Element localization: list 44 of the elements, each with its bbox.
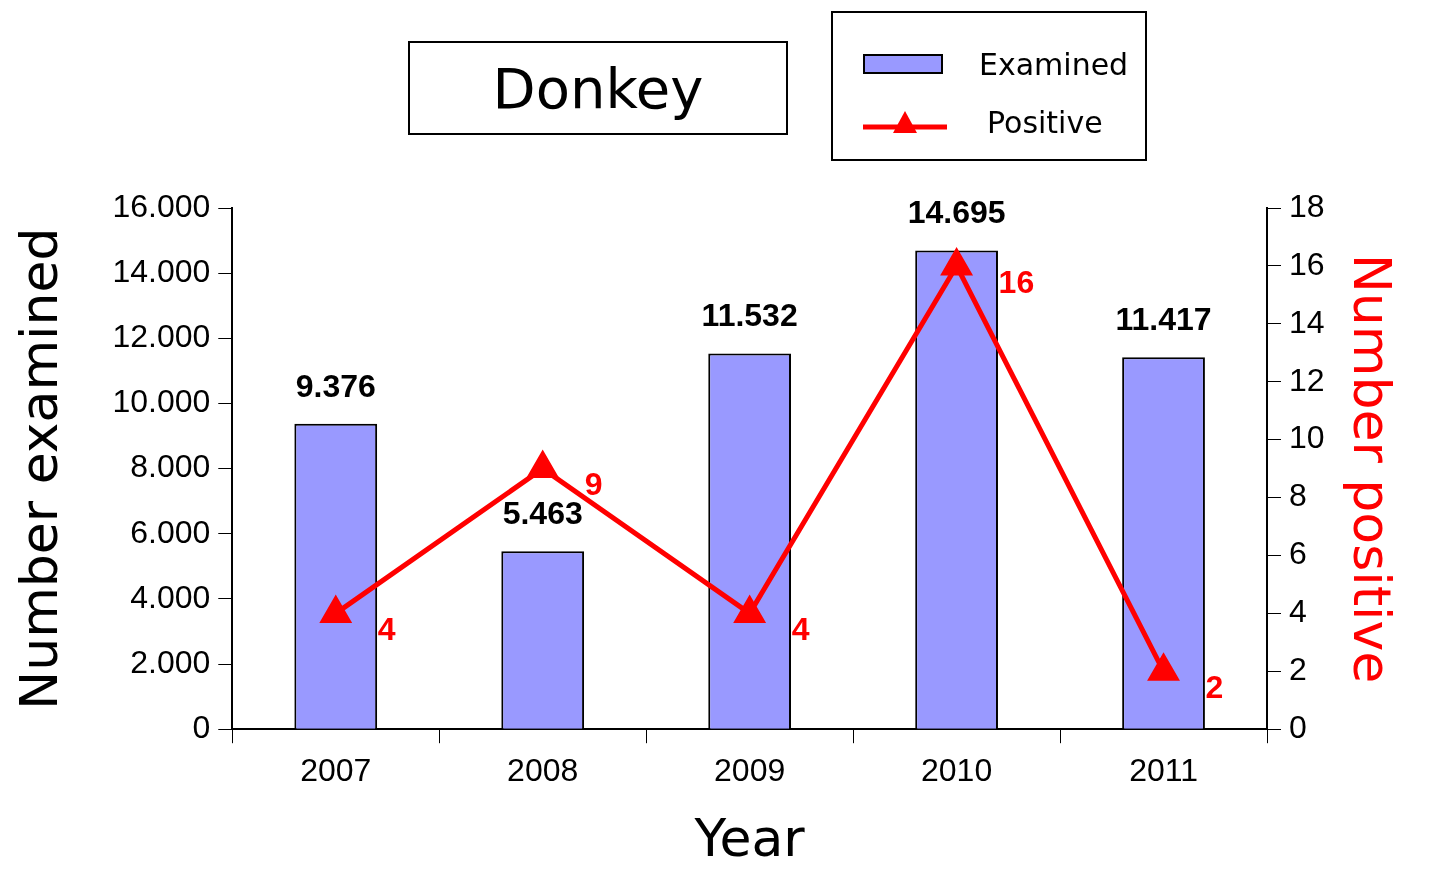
- point: [1147, 652, 1180, 681]
- y2-tick-label: 14: [1289, 303, 1325, 340]
- data-label: 16: [998, 263, 1035, 300]
- y-tick-label: 2.000: [130, 643, 211, 680]
- y-tick-label: 8.000: [130, 448, 211, 485]
- y-tick-label: 6.000: [130, 513, 211, 550]
- data-label: 2: [1205, 669, 1224, 706]
- y-tick-label: 16.000: [112, 187, 211, 224]
- point: [319, 594, 352, 623]
- y2-tick-label: 2: [1289, 651, 1307, 688]
- point: [941, 249, 972, 276]
- x-tick-label: 2007: [300, 752, 372, 789]
- y-tick-label: 12.000: [112, 318, 211, 355]
- data-label: 4: [791, 611, 810, 648]
- y2-tick-label: 18: [1289, 187, 1325, 224]
- data-label: 11.417: [1115, 301, 1212, 338]
- data-label: 9.376: [295, 367, 376, 404]
- y-tick-label: 10.000: [112, 383, 211, 420]
- y-tick-label: 4.000: [130, 578, 211, 615]
- x-tick-label: 2011: [1129, 752, 1198, 789]
- y2-tick-label: 8: [1289, 477, 1307, 514]
- y-tick-label: 0: [192, 709, 211, 746]
- data-label: 5.463: [502, 495, 583, 532]
- legend-label: Examined: [979, 46, 1129, 82]
- y2-tick-label: 10: [1289, 419, 1325, 456]
- data-label: 14.695: [907, 194, 1006, 231]
- y2-tick-label: 16: [1289, 245, 1325, 282]
- y-tick-label: 14.000: [112, 252, 211, 289]
- x-axis-title: Year: [693, 808, 806, 869]
- y2-axis-title: Number positive: [1342, 253, 1403, 684]
- y2-tick-label: 4: [1289, 593, 1307, 630]
- data-label: 9: [584, 466, 603, 503]
- x-tick-label: 2008: [507, 752, 579, 789]
- x-tick-label: 2010: [920, 752, 993, 789]
- legend-label: Positive: [987, 104, 1103, 140]
- y2-tick-label: 0: [1289, 709, 1307, 746]
- y2-tick-label: 12: [1289, 361, 1325, 398]
- chart-title: Donkey: [408, 41, 788, 135]
- y2-tick-label: 6: [1289, 535, 1307, 572]
- data-label: 4: [377, 611, 396, 648]
- x-tick-label: 2009: [714, 752, 786, 789]
- y-axis-title: Number examined: [8, 227, 69, 710]
- point: [733, 594, 766, 623]
- data-label: 11.532: [701, 297, 798, 334]
